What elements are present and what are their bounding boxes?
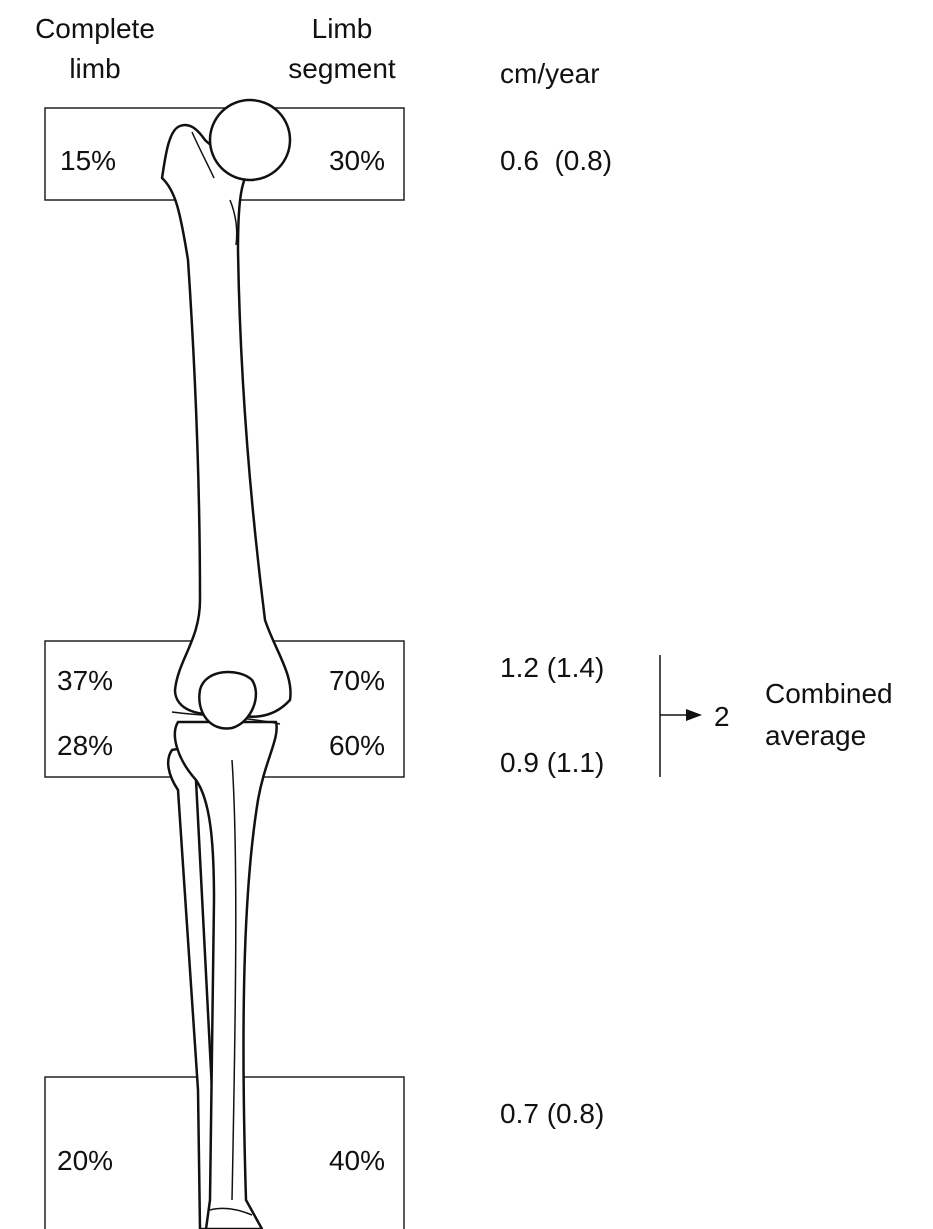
header: segment (288, 53, 396, 84)
percent: 15% (60, 145, 116, 176)
rate: 0.7 (0.8) (500, 1098, 604, 1129)
combined-label: average (765, 720, 866, 751)
rate: 0.9 (1.1) (500, 747, 604, 778)
combined-label: Combined (765, 678, 893, 709)
bone-drawing (160, 98, 292, 1229)
percent: 37% (57, 665, 113, 696)
percent: 20% (57, 1145, 113, 1176)
header: limb (69, 53, 120, 84)
rate: 0.6 (0.8) (500, 145, 612, 176)
header: cm/year (500, 58, 600, 89)
arrow-head (686, 709, 702, 721)
percent: 40% (329, 1145, 385, 1176)
combined-value: 2 (714, 701, 730, 732)
header: Complete (35, 13, 155, 44)
header: Limb (312, 13, 373, 44)
percent: 60% (329, 730, 385, 761)
percent: 30% (329, 145, 385, 176)
percent: 70% (329, 665, 385, 696)
rate: 1.2 (1.4) (500, 652, 604, 683)
percent: 28% (57, 730, 113, 761)
